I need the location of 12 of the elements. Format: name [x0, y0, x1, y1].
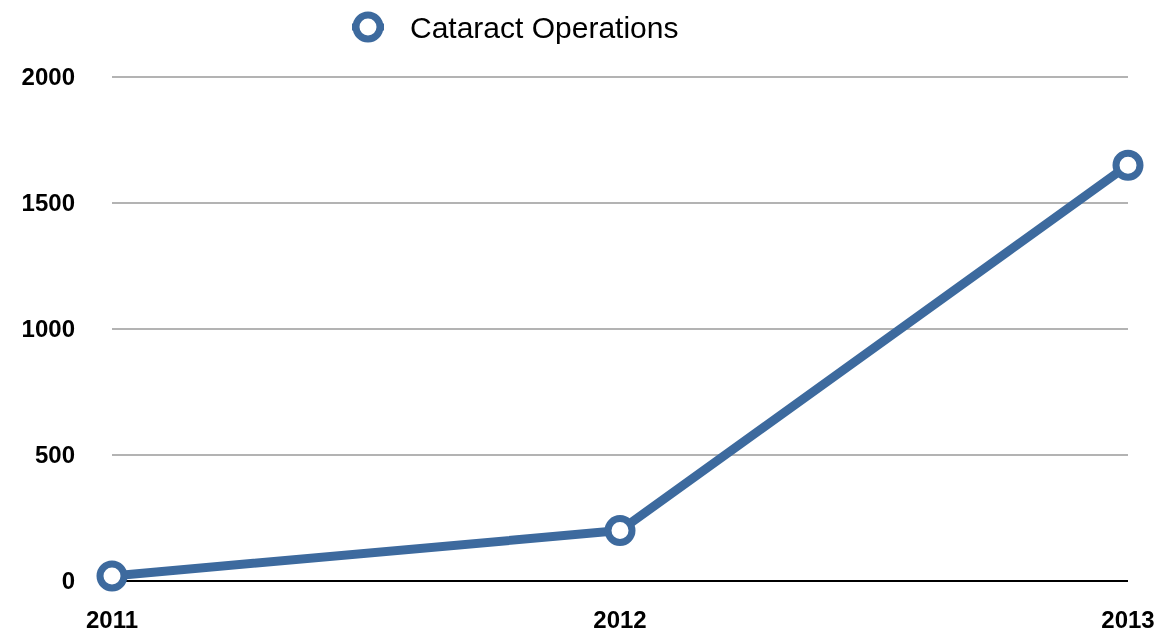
point [1112, 149, 1144, 181]
y-tick-label: 2000 [21, 63, 75, 91]
legend-label: Cataract Operations [410, 10, 679, 44]
y-tick-label: 1500 [21, 189, 75, 217]
x-tick-label: 2011 [85, 606, 139, 632]
y-tick-label: 500 [34, 441, 75, 469]
y-tick-label: 1000 [21, 315, 75, 343]
point [96, 560, 128, 592]
x-tick-label: 2012 [593, 606, 647, 632]
point [604, 515, 636, 547]
x-tick-label: 2013 [1101, 606, 1155, 632]
y-tick-label: 0 [61, 567, 75, 595]
